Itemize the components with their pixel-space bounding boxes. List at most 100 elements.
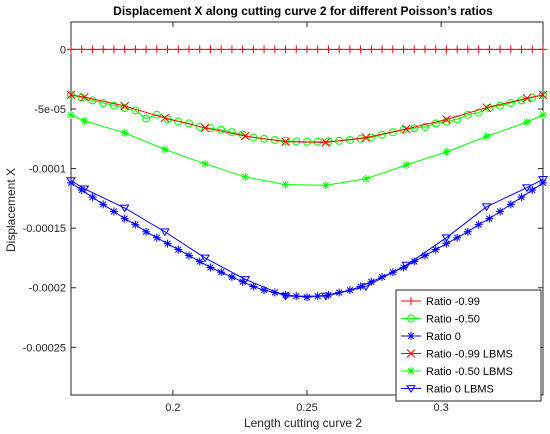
data-point bbox=[399, 263, 408, 272]
data-point bbox=[388, 45, 397, 54]
data-point bbox=[160, 113, 170, 123]
y-tick-label: 0 bbox=[60, 44, 66, 56]
legend-item: Ratio 0 bbox=[401, 331, 461, 343]
series-5 bbox=[66, 176, 548, 301]
data-point bbox=[362, 174, 370, 183]
data-point bbox=[539, 110, 547, 119]
data-point bbox=[270, 45, 279, 54]
data-point bbox=[441, 234, 452, 243]
x-tick-label: 0.2 bbox=[165, 402, 180, 414]
data-point bbox=[321, 181, 330, 190]
data-point bbox=[335, 45, 344, 54]
legend-item: Ratio -0.50 bbox=[401, 314, 480, 326]
data-point bbox=[442, 115, 451, 124]
data-point bbox=[378, 45, 387, 54]
data-point bbox=[281, 180, 290, 189]
data-point bbox=[120, 101, 129, 111]
data-point bbox=[159, 228, 170, 237]
data-point bbox=[431, 119, 440, 128]
y-tick-label: -0.0001 bbox=[29, 164, 66, 176]
data-point bbox=[200, 254, 210, 263]
data-point bbox=[474, 108, 483, 117]
data-point bbox=[131, 45, 140, 54]
data-point bbox=[99, 99, 108, 108]
data-point bbox=[528, 186, 537, 195]
data-point bbox=[201, 159, 210, 168]
data-point bbox=[485, 45, 494, 54]
data-point bbox=[109, 45, 118, 54]
series-line bbox=[70, 178, 544, 297]
data-point bbox=[367, 277, 376, 286]
data-point bbox=[249, 45, 258, 54]
y-tick-label: -0.00025 bbox=[23, 342, 66, 354]
data-point bbox=[174, 45, 183, 54]
data-point bbox=[120, 104, 129, 113]
data-point bbox=[238, 45, 247, 54]
data-point bbox=[142, 45, 151, 54]
data-point bbox=[195, 257, 204, 266]
data-point bbox=[496, 45, 505, 54]
data-point bbox=[356, 45, 365, 54]
data-point bbox=[407, 367, 415, 375]
data-point bbox=[522, 184, 532, 193]
series-line bbox=[70, 94, 544, 143]
data-point bbox=[280, 292, 291, 301]
data-point bbox=[442, 147, 451, 156]
data-point bbox=[378, 273, 387, 282]
data-point bbox=[324, 45, 333, 54]
data-point bbox=[406, 349, 416, 358]
legend-label: Ratio -0.99 bbox=[426, 296, 480, 308]
x-axis-label: Length cutting curve 2 bbox=[244, 416, 362, 430]
data-point bbox=[281, 137, 290, 147]
data-point bbox=[399, 45, 408, 54]
data-point bbox=[260, 45, 269, 54]
legend-item: Ratio -0.99 LBMS bbox=[401, 349, 513, 361]
legend-label: Ratio -0.50 LBMS bbox=[426, 366, 513, 378]
data-point bbox=[77, 45, 86, 54]
data-point bbox=[79, 185, 90, 194]
data-point bbox=[407, 297, 415, 305]
data-point bbox=[120, 45, 129, 54]
data-point bbox=[120, 128, 129, 137]
data-point bbox=[482, 103, 492, 112]
data-point bbox=[160, 145, 169, 154]
x-tick-label: 0.25 bbox=[296, 402, 317, 414]
data-point bbox=[463, 227, 472, 236]
data-point bbox=[453, 45, 462, 54]
data-point bbox=[206, 263, 215, 272]
data-point bbox=[241, 172, 250, 181]
data-point bbox=[206, 45, 215, 54]
legend-label: Ratio 0 LBMS bbox=[426, 384, 494, 396]
data-point bbox=[200, 123, 210, 133]
data-point bbox=[240, 276, 251, 284]
data-point bbox=[163, 239, 172, 248]
data-point bbox=[217, 45, 226, 54]
data-point bbox=[99, 45, 108, 54]
data-point bbox=[152, 45, 161, 54]
x-tick-label: 0.3 bbox=[433, 402, 448, 414]
data-point bbox=[453, 233, 462, 242]
data-point bbox=[260, 286, 269, 295]
data-point bbox=[320, 292, 331, 301]
data-point bbox=[361, 283, 371, 292]
data-point bbox=[227, 45, 236, 54]
legend-item: Ratio -0.99 bbox=[401, 296, 480, 308]
data-point bbox=[410, 45, 419, 54]
data-point bbox=[506, 200, 515, 209]
data-point bbox=[539, 45, 547, 54]
data-point bbox=[496, 207, 505, 216]
data-point bbox=[66, 90, 76, 100]
data-point bbox=[109, 207, 118, 216]
data-point bbox=[249, 282, 258, 291]
data-point bbox=[195, 45, 204, 54]
data-point bbox=[217, 268, 226, 277]
data-point bbox=[313, 45, 322, 54]
data-point bbox=[238, 277, 247, 286]
data-point bbox=[270, 288, 279, 297]
data-point bbox=[421, 122, 429, 131]
data-point bbox=[407, 332, 415, 340]
data-point bbox=[482, 132, 491, 141]
data-point bbox=[67, 178, 75, 187]
data-point bbox=[361, 133, 371, 142]
